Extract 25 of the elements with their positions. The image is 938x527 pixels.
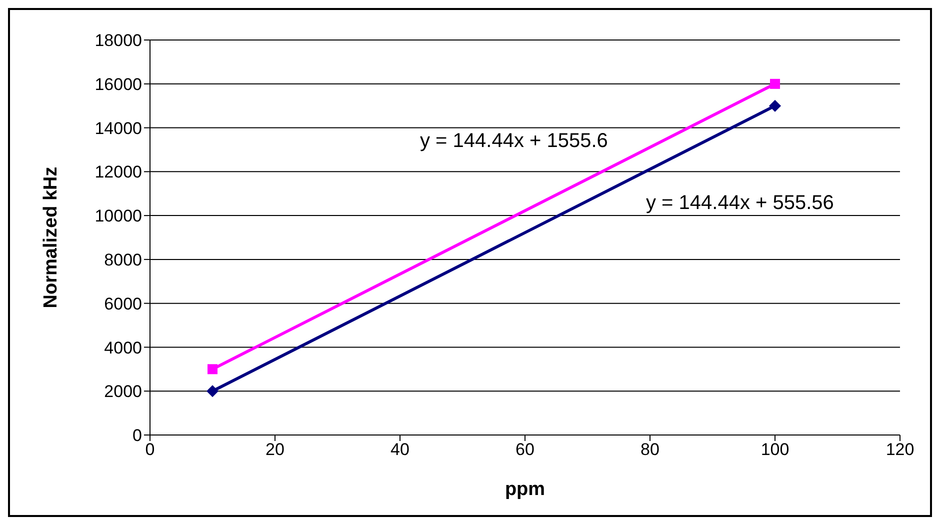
x-tick-label: 40: [390, 440, 410, 460]
x-tick-label: 100: [760, 440, 790, 460]
x-tick-label: 60: [516, 440, 534, 460]
y-tick-label: 14000: [94, 118, 142, 138]
x-tick-label: 80: [640, 440, 660, 460]
point: [769, 100, 781, 112]
point: [206, 385, 218, 398]
x-tick-label: 20: [266, 440, 284, 460]
x-tick-label: 0: [145, 440, 155, 460]
annotation: y = 144.44x + 1555.6: [420, 130, 608, 153]
annotation: y = 144.44x + 555.56: [646, 192, 834, 215]
point: [208, 364, 218, 374]
y-tick-label: 18000: [94, 31, 142, 50]
y-axis-title: Normalized kHz: [40, 166, 62, 308]
x-tick-label: 120: [886, 440, 914, 460]
y-tick-label: 4000: [104, 338, 142, 358]
y-tick-label: 6000: [104, 294, 142, 314]
y-tick-label: 12000: [94, 162, 142, 182]
y-tick-label: 10000: [94, 206, 142, 226]
y-tick-label: 2000: [104, 382, 142, 402]
point: [770, 78, 780, 89]
y-tick-label: 8000: [104, 250, 142, 270]
y-tick-label: 16000: [94, 74, 142, 94]
y-tick-label: 0: [132, 426, 142, 446]
x-axis-title: ppm: [504, 479, 546, 500]
